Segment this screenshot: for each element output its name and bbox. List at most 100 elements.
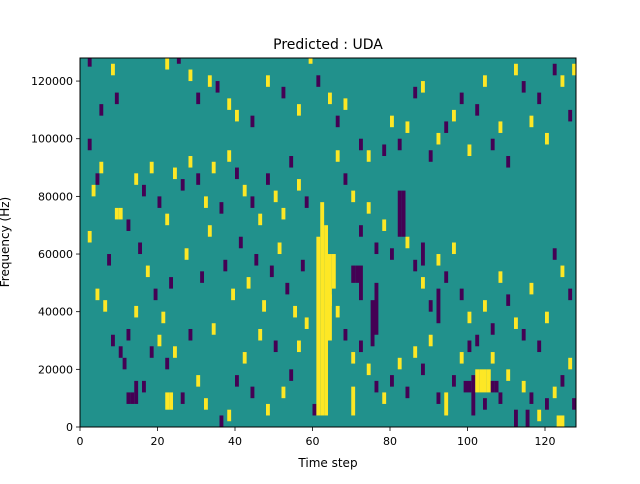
heatmap-segment: [359, 265, 363, 301]
heatmap-cell: [149, 346, 154, 358]
heatmap-cell: [521, 328, 526, 341]
y-tick-label: 80000: [38, 190, 73, 203]
heatmap-cell: [459, 288, 464, 301]
heatmap-cell: [490, 352, 495, 364]
heatmap-cell: [351, 190, 356, 203]
heatmap-cell: [428, 300, 433, 312]
heatmap-cell: [266, 173, 270, 185]
heatmap-cell: [289, 156, 294, 168]
heatmap-cell: [545, 311, 549, 324]
heatmap-cell: [297, 104, 301, 116]
heatmap-cell: [308, 58, 313, 64]
heatmap-cell: [207, 225, 212, 237]
heatmap-cell: [87, 138, 92, 151]
heatmap-cell: [359, 138, 363, 151]
heatmap-cell: [235, 109, 239, 122]
heatmap-cell: [467, 311, 472, 324]
x-tick-label: 40: [228, 435, 242, 448]
heatmap-cell: [173, 346, 177, 358]
heatmap-cell: [397, 138, 402, 151]
heatmap-segment: [483, 369, 487, 393]
heatmap-segment: [324, 225, 329, 416]
heatmap-cell: [374, 242, 379, 255]
heatmap-cell: [196, 173, 201, 185]
heatmap-cell: [111, 334, 115, 347]
heatmap-cell: [293, 305, 298, 318]
heatmap-cell: [142, 184, 146, 197]
heatmap-cell: [537, 92, 542, 105]
heatmap-segment: [463, 380, 468, 393]
y-tick-label: 0: [66, 421, 73, 434]
heatmap-cell: [153, 288, 158, 301]
heatmap-cell: [87, 58, 92, 67]
heatmap-cell: [188, 156, 193, 168]
x-tick-label: 20: [151, 435, 165, 448]
heatmap-cell: [428, 334, 433, 347]
heatmap-segment: [374, 282, 379, 335]
heatmap-cell: [421, 363, 425, 376]
heatmap-cell: [459, 352, 464, 364]
heatmap-cell: [436, 132, 441, 145]
heatmap-segment: [316, 236, 321, 416]
heatmap-cell: [514, 317, 518, 329]
heatmap-cell: [568, 109, 573, 122]
heatmap-cell: [122, 357, 127, 370]
heatmap-cell: [262, 300, 267, 312]
heatmap-cell: [297, 340, 301, 353]
heatmap-segment: [471, 375, 476, 416]
heatmap-cell: [215, 81, 220, 93]
heatmap-cell: [204, 196, 208, 208]
heatmap-segment: [436, 288, 441, 324]
heatmap-segment: [560, 415, 565, 427]
heatmap-cell: [157, 196, 162, 208]
heatmap-segment: [444, 392, 449, 416]
heatmap-cell: [111, 63, 115, 76]
heatmap-cell: [506, 156, 511, 168]
heatmap-cell: [126, 219, 131, 231]
heatmap-cell: [207, 75, 212, 87]
heatmap-cell: [118, 207, 123, 220]
heatmap-cell: [359, 340, 363, 353]
heatmap-cell: [552, 248, 557, 260]
plot-frame: [79, 57, 577, 428]
heatmap-segment: [351, 265, 356, 283]
heatmap-cell: [269, 265, 274, 278]
heatmap-cell: [196, 375, 201, 387]
heatmap-cell: [405, 386, 410, 399]
heatmap-cell: [452, 109, 456, 122]
heatmap-cell: [211, 323, 216, 335]
heatmap-segment: [479, 369, 484, 393]
heatmap-cell: [281, 207, 286, 220]
x-axis: 0 20 40 60 80 100 120: [77, 427, 556, 448]
y-tick-label: 100000: [31, 133, 73, 146]
heatmap-cell: [498, 121, 503, 133]
heatmap-cell: [118, 346, 123, 358]
heatmap-cell: [227, 98, 232, 110]
heatmap-segment: [320, 202, 325, 416]
y-axis: 0 20000 40000 60000 80000 100000 120000: [31, 75, 80, 434]
heatmap-cell: [421, 81, 425, 93]
heatmap-cell: [475, 104, 480, 116]
heatmap-cell: [258, 328, 263, 341]
heatmap-cell: [173, 167, 177, 180]
heatmap-cell: [328, 92, 332, 105]
heatmap-cell: [114, 207, 119, 220]
heatmap-cell: [304, 196, 309, 208]
heatmap-cell: [227, 150, 232, 162]
heatmap-cell: [300, 259, 305, 272]
heatmap-cell: [483, 300, 487, 312]
heatmap-cell: [165, 213, 170, 226]
heatmap-cell: [176, 58, 181, 64]
heatmap-cell: [126, 328, 131, 341]
heatmap-cell: [188, 69, 193, 82]
heatmap-segment: [126, 392, 131, 404]
x-tick-label: 60: [306, 435, 320, 448]
heatmap-cell: [169, 277, 174, 289]
y-tick-label: 120000: [31, 75, 73, 88]
heatmap-segment: [130, 392, 135, 404]
y-tick-label: 20000: [38, 363, 73, 376]
heatmap-cell: [145, 265, 150, 278]
heatmap-cell: [529, 282, 534, 295]
heatmap-cell: [114, 92, 119, 105]
heatmap-cell: [134, 173, 139, 185]
